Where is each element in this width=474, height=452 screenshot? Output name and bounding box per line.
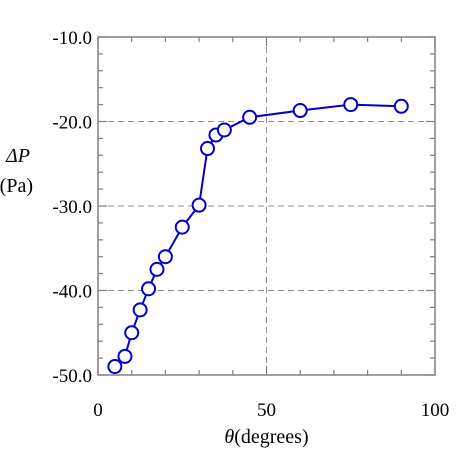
y-tick-label: -20.0: [52, 113, 92, 134]
data-point: [124, 325, 140, 341]
x-tick-label: 50: [257, 400, 276, 421]
axis-ticks: [97, 36, 436, 376]
y-tick-label: -30.0: [52, 197, 92, 218]
x-axis-symbol: θ: [224, 426, 234, 448]
data-point: [200, 141, 216, 157]
data-point: [157, 249, 173, 265]
x-tick-label: 0: [93, 400, 103, 421]
data-point: [242, 109, 258, 125]
data-point: [132, 302, 148, 318]
y-axis-symbol: ΔP: [5, 145, 30, 167]
y-axis-unit: (Pa): [0, 175, 33, 197]
y-tick-label: -10.0: [52, 28, 92, 49]
tick-labels: -10.0 -20.0 -30.0 -40.0 -50.00 50 100: [52, 28, 449, 421]
data-point: [343, 97, 359, 113]
data-point: [107, 359, 123, 375]
data-point: [141, 281, 157, 297]
data-point: [117, 348, 133, 364]
y-axis-title: ΔP: [5, 145, 30, 167]
data-point: [174, 219, 190, 235]
data-point: [149, 261, 165, 277]
y-tick-label: -40.0: [52, 282, 92, 303]
data-point: [393, 98, 409, 114]
data-point: [216, 122, 232, 138]
x-axis-title: θ(degrees): [224, 426, 308, 448]
data-point: [191, 197, 207, 213]
series-line: [114, 103, 402, 368]
data-point: [292, 103, 308, 119]
grid-lines: [98, 37, 435, 375]
x-tick-label: 100: [421, 400, 450, 421]
data-series: [107, 97, 409, 375]
y-tick-label: -50.0: [52, 366, 92, 387]
x-axis-unit: (degrees): [234, 426, 308, 448]
